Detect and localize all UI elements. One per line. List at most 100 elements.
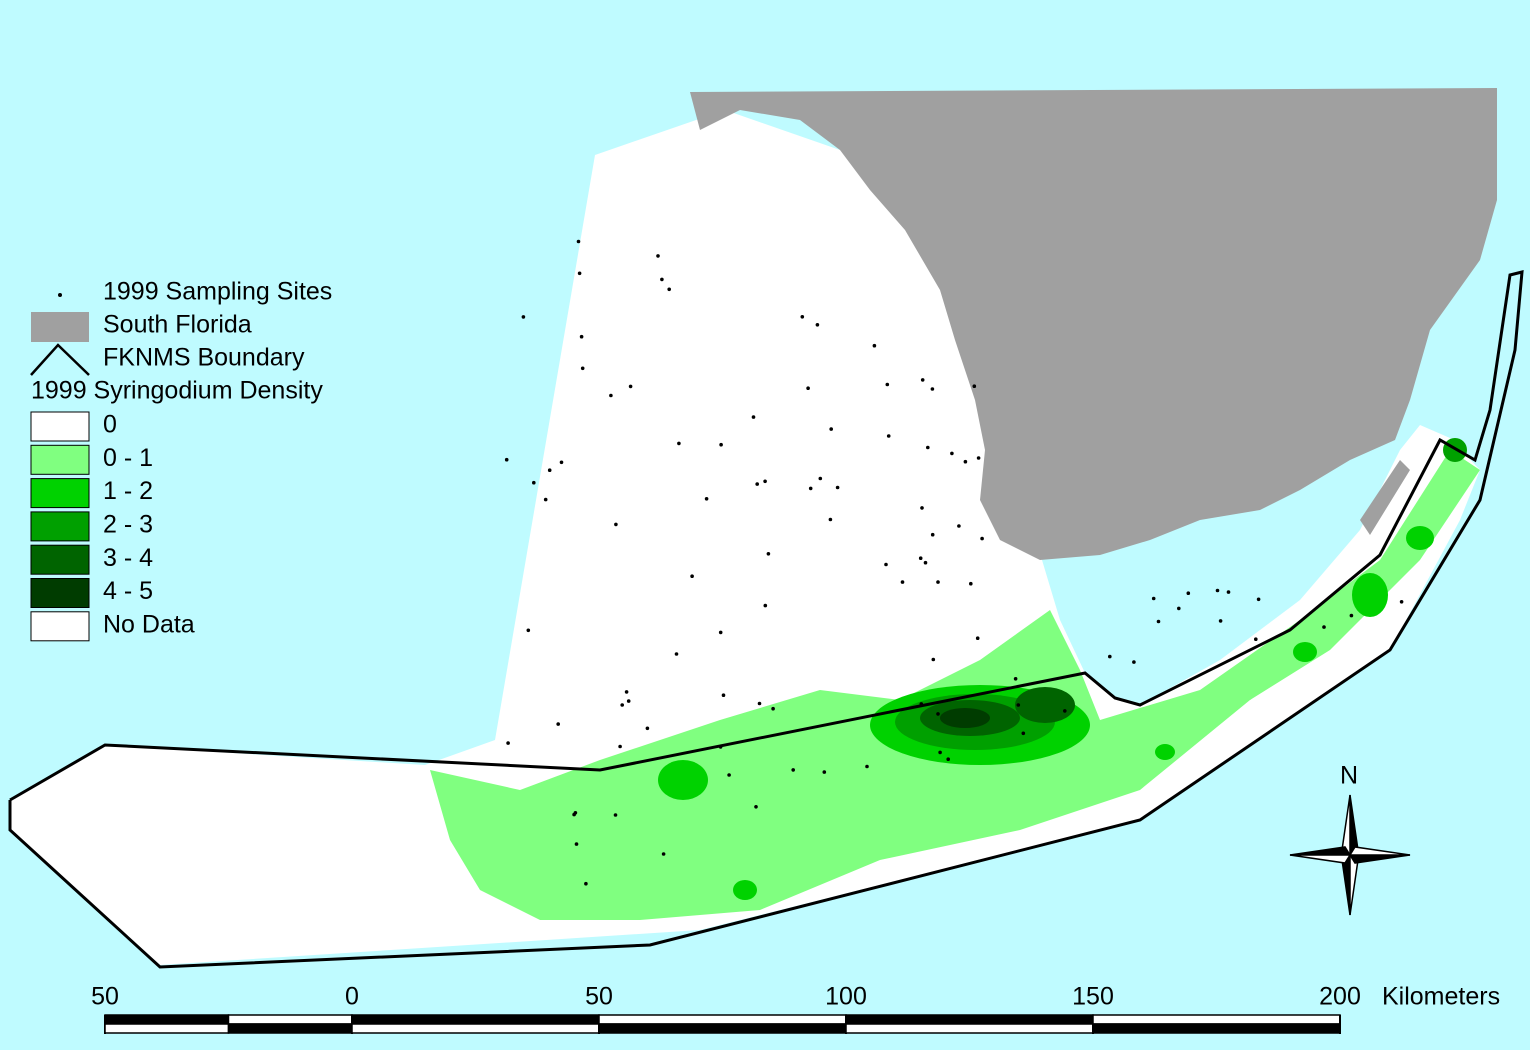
sampling-site [613,813,618,817]
sampling-site [690,574,694,578]
legend-label: 4 - 5 [103,577,153,605]
sampling-site [677,441,681,446]
sampling-site [614,522,618,527]
scale-segment [598,1023,847,1034]
sampling-site [645,726,650,731]
sampling-site [1013,677,1018,681]
sampling-site [1108,654,1112,659]
sampling-site [963,459,968,464]
legend-swatch [30,511,90,542]
sampling-site [1132,660,1136,664]
sampling-site [900,580,905,584]
sampling-site [763,603,768,608]
scale-label: 200 [1319,983,1361,1011]
sampling-site [1256,597,1261,602]
sampling-site [609,393,613,398]
legend-label: 1999 Sampling Sites [103,278,332,306]
legend-site-symbol [58,293,62,297]
sampling-site [946,757,950,761]
sampling-site [975,636,980,640]
sampling-site [806,386,810,391]
legend-label: 2 - 3 [103,511,153,539]
sampling-site [1177,606,1181,611]
sampling-site [1218,619,1223,623]
legend-label: South Florida [103,311,252,339]
sampling-site [576,239,581,244]
sampling-site [532,480,536,485]
sampling-site [1399,600,1404,604]
sampling-site [884,562,888,567]
fknms-boundary [8,270,1524,969]
sampling-site [620,703,624,707]
sampling-site [872,343,877,348]
legend-swatch [30,544,90,575]
sampling-site [754,805,758,809]
sampling-site [628,384,633,389]
sampling-site [506,741,510,745]
legend-label: 1 - 2 [103,477,153,505]
scale-segment [845,1023,1094,1034]
legend-label: 0 - 1 [103,444,153,472]
legend: 1999 Sampling Sites South Florida FKNMS Bo… [30,278,332,642]
scale-label: 100 [825,983,867,1011]
legend-swatch [30,444,90,475]
sampling-site [828,517,833,522]
sampling-site [1156,619,1161,624]
legend-boundary-symbol [30,343,90,376]
legend-label: 3 - 4 [103,544,153,572]
sampling-site [1226,590,1231,594]
scale-bar: 50 0 50 100 150 200 [91,983,1361,1034]
scale-segment [1092,1014,1341,1025]
sampling-site [660,277,664,282]
sampling-site [800,315,805,319]
sampling-site [926,445,930,450]
sampling-site [618,744,622,749]
sampling-site [865,764,869,769]
sampling-site [584,881,588,886]
sampling-site [556,722,560,726]
sampling-site [504,457,509,462]
sampling-site [763,479,767,484]
sampling-site [626,699,631,703]
sampling-site [835,485,840,490]
legend-swatch [30,411,90,442]
scale-segment [351,1023,600,1034]
sampling-site [808,486,813,491]
sampling-site [704,497,709,501]
sampling-site [574,842,579,846]
scale-label: 0 [345,983,359,1011]
sampling-site [936,712,940,716]
sampling-site [757,701,762,706]
sampling-site [579,334,584,339]
legend-swatch [30,478,90,509]
sampling-site [661,852,666,856]
legend-label: 0 [103,411,117,439]
sampling-site [936,580,940,584]
legend-land-symbol [31,312,89,342]
sampling-site [972,384,977,389]
sampling-site [822,770,827,774]
sampling-site [938,750,942,755]
scale-segment [1092,1023,1341,1034]
sampling-site [920,506,924,510]
scale-segment [227,1023,353,1034]
sampling-site [885,382,890,387]
sampling-site [1322,625,1326,629]
sampling-site [886,434,891,438]
sampling-site [1016,703,1021,707]
north-label: N [1340,762,1358,790]
legend-title: 1999 Syringodium Density [31,377,323,405]
legend-swatch [30,578,90,608]
sampling-site [526,628,531,633]
legend-label: FKNMS Boundary [103,344,305,372]
sampling-site [727,773,731,777]
sampling-site [1063,709,1067,713]
sampling-site [1349,613,1354,618]
sampling-site [791,768,795,772]
sampling-site [918,556,923,560]
sampling-site [547,468,552,473]
scale-label: 50 [585,983,613,1011]
sampling-site [721,693,726,697]
sampling-site [957,524,961,528]
